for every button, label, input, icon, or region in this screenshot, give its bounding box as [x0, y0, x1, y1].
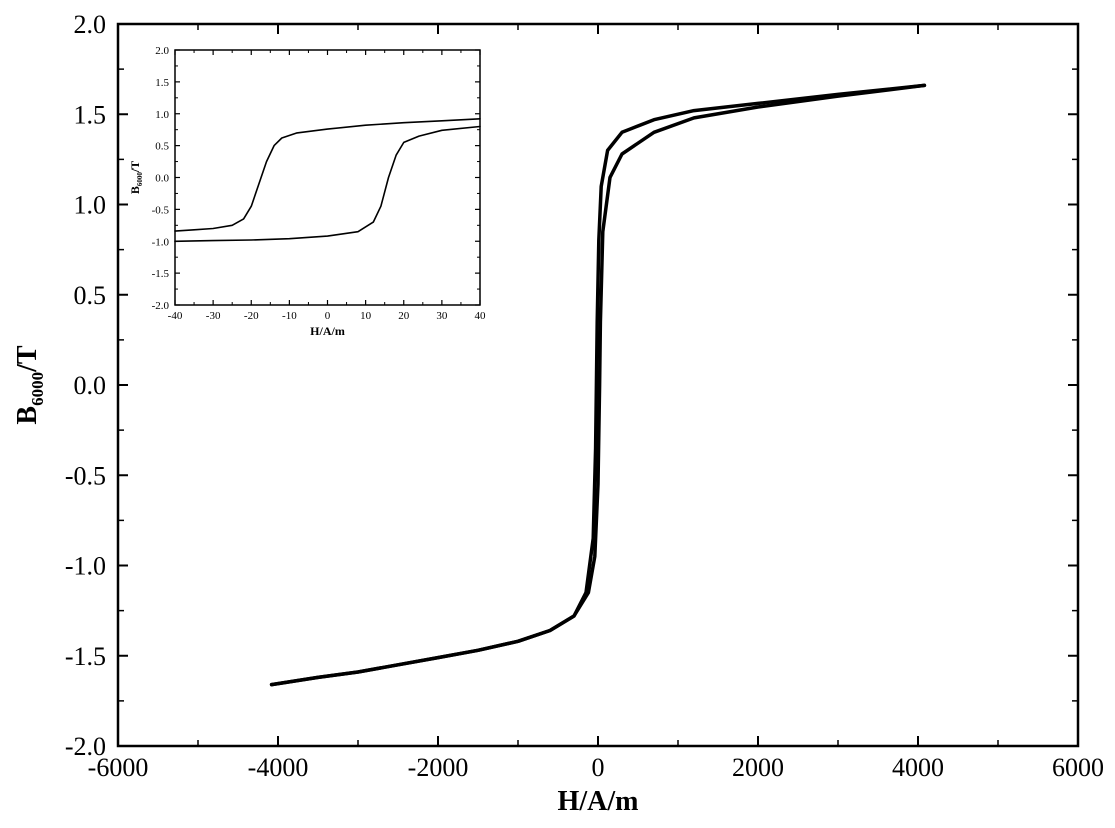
inset-xtick-label: 40 [475, 310, 487, 322]
inset-xlabel: H/A/m [310, 324, 345, 338]
inset-xtick-label: 0 [325, 310, 331, 322]
main-ytick-label: -1.5 [65, 642, 106, 671]
inset-ytick-label: -2.0 [152, 300, 170, 312]
main-chart-svg: -6000-4000-20000200040006000-2.0-1.5-1.0… [0, 0, 1115, 828]
main-xtick-label: 6000 [1052, 753, 1104, 782]
svg-text:B6000/T: B6000/T [12, 345, 47, 424]
main-ytick-label: 2.0 [74, 10, 107, 39]
figure-root: -6000-4000-20000200040006000-2.0-1.5-1.0… [0, 0, 1115, 828]
main-ytick-label: 1.5 [74, 100, 107, 129]
inset-xtick-label: -20 [244, 310, 259, 322]
main-ytick-label: 1.0 [74, 191, 107, 220]
main-ylabel: B6000/T [12, 345, 47, 424]
inset-xtick-label: 20 [398, 310, 410, 322]
main-xtick-label: -2000 [408, 753, 469, 782]
inset-xtick-label: 10 [360, 310, 372, 322]
inset-ytick-label: 0.5 [155, 141, 169, 153]
inset-ytick-label: -1.5 [152, 268, 170, 280]
inset-xtick-label: 30 [436, 310, 448, 322]
main-ytick-label: -1.0 [65, 552, 106, 581]
inset-ytick-label: 0.0 [155, 173, 169, 185]
inset-ytick-label: -1.0 [152, 236, 170, 248]
inset-ytick-label: 2.0 [155, 45, 169, 57]
inset-xtick-label: -30 [206, 310, 221, 322]
main-xlabel: H/A/m [558, 786, 639, 817]
inset-xtick-label: -10 [282, 310, 297, 322]
main-ytick-label: -2.0 [65, 732, 106, 761]
main-xtick-label: 0 [592, 753, 605, 782]
inset-ytick-label: -0.5 [152, 204, 170, 216]
inset-ytick-label: 1.5 [155, 77, 169, 89]
main-ytick-label: 0.0 [74, 371, 107, 400]
inset-xtick-label: -40 [168, 310, 183, 322]
inset-ytick-label: 1.0 [155, 109, 169, 121]
main-xtick-label: 2000 [732, 753, 784, 782]
main-xtick-label: 4000 [892, 753, 944, 782]
inset-plot-area [175, 50, 480, 305]
main-ytick-label: -0.5 [65, 461, 106, 490]
main-xtick-label: -4000 [248, 753, 309, 782]
main-ytick-label: 0.5 [74, 281, 107, 310]
